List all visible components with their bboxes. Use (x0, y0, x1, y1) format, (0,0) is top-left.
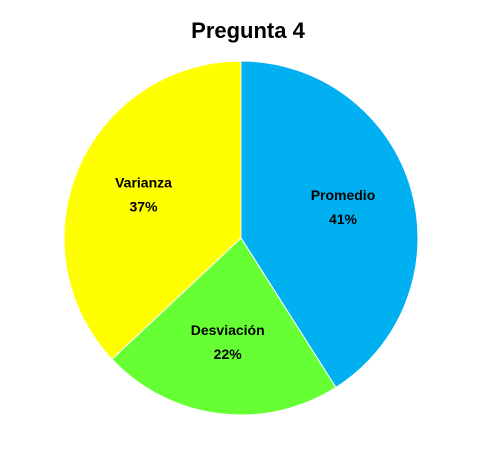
pie-slice (111, 237, 337, 416)
chart-title: Pregunta 4 (191, 18, 305, 43)
pie-slice (240, 60, 419, 389)
slice-label: Varianza (115, 175, 172, 191)
pie-slice (63, 60, 242, 360)
slice-value-label: 37% (130, 199, 159, 215)
slice-value-label: 41% (329, 211, 358, 227)
slice-label: Promedio (311, 187, 376, 203)
slice-label: Desviación (191, 322, 265, 338)
slice-value-label: 22% (214, 346, 243, 362)
